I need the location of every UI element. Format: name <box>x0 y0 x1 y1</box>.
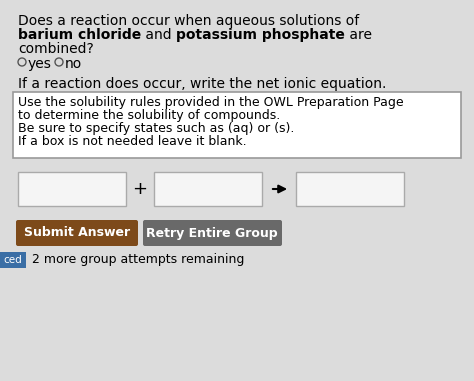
Text: Use the solubility rules provided in the OWL Preparation Page: Use the solubility rules provided in the… <box>18 96 404 109</box>
Text: no: no <box>65 57 82 71</box>
FancyBboxPatch shape <box>154 172 262 206</box>
Text: Retry Entire Group: Retry Entire Group <box>146 226 278 240</box>
Text: If a reaction does occur, write the net ionic equation.: If a reaction does occur, write the net … <box>18 77 386 91</box>
Text: combined?: combined? <box>18 42 94 56</box>
Text: If a box is not needed leave it blank.: If a box is not needed leave it blank. <box>18 135 246 148</box>
Text: Submit Answer: Submit Answer <box>24 226 130 240</box>
FancyBboxPatch shape <box>0 252 26 268</box>
Text: Be sure to specify states such as (aq) or (s).: Be sure to specify states such as (aq) o… <box>18 122 294 135</box>
FancyBboxPatch shape <box>296 172 404 206</box>
Text: potassium phosphate: potassium phosphate <box>176 28 345 42</box>
FancyBboxPatch shape <box>16 220 138 246</box>
Text: are: are <box>345 28 372 42</box>
FancyBboxPatch shape <box>143 220 282 246</box>
Text: yes: yes <box>28 57 52 71</box>
Text: Does a reaction occur when aqueous solutions of: Does a reaction occur when aqueous solut… <box>18 14 359 28</box>
Text: 2 more group attempts remaining: 2 more group attempts remaining <box>32 253 245 266</box>
Text: barium chloride: barium chloride <box>18 28 141 42</box>
Text: +: + <box>133 180 147 198</box>
FancyBboxPatch shape <box>13 92 461 158</box>
Text: ced: ced <box>4 255 22 265</box>
Text: to determine the solubility of compounds.: to determine the solubility of compounds… <box>18 109 280 122</box>
Text: and: and <box>141 28 176 42</box>
FancyBboxPatch shape <box>18 172 126 206</box>
